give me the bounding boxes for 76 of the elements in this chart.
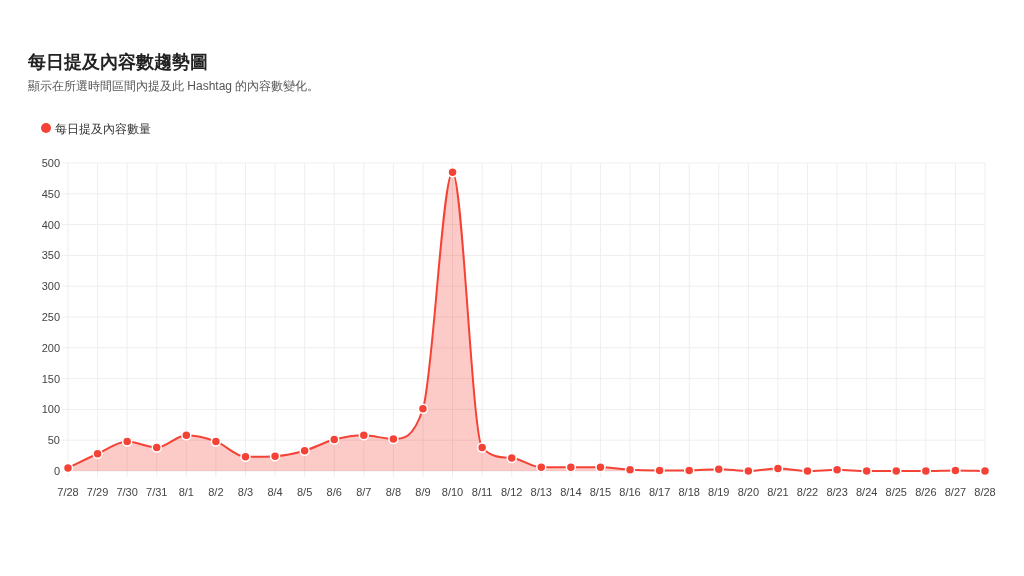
x-tick-label: 8/6 — [326, 486, 342, 498]
point — [891, 465, 902, 477]
point — [861, 465, 872, 477]
point — [447, 166, 458, 178]
point — [181, 430, 192, 441]
y-tick-label: 400 — [41, 218, 60, 231]
point — [210, 436, 222, 447]
point — [151, 442, 162, 453]
x-tick-label: 8/20 — [737, 486, 760, 498]
x-tick-label: 8/11 — [471, 486, 493, 498]
point — [950, 465, 961, 476]
x-tick-label: 8/9 — [415, 486, 431, 498]
point — [772, 463, 784, 474]
point — [624, 464, 636, 476]
point — [506, 452, 517, 464]
point — [388, 433, 399, 445]
point — [565, 462, 577, 473]
point — [417, 403, 429, 415]
x-tick-label: 8/10 — [441, 486, 464, 498]
point — [743, 465, 754, 477]
x-tick-label: 8/21 — [767, 486, 789, 498]
point — [713, 463, 725, 475]
y-tick-label: 100 — [41, 403, 60, 416]
x-tick-label: 8/4 — [267, 486, 283, 498]
y-tick-label: 150 — [41, 372, 60, 385]
y-tick-label: 300 — [41, 280, 60, 293]
x-tick-label: 7/31 — [146, 486, 168, 498]
x-tick-label: 7/29 — [86, 486, 109, 498]
x-tick-label: 8/1 — [178, 486, 194, 498]
x-tick-label: 7/28 — [57, 486, 79, 498]
x-tick-label: 8/22 — [796, 486, 819, 498]
x-tick-label: 8/8 — [385, 486, 402, 498]
x-tick-label: 8/5 — [297, 486, 313, 498]
chart-title: 每日提及內容數趨勢圖 — [27, 52, 208, 72]
x-tick-label: 8/2 — [208, 486, 224, 498]
x-tick-label: 8/15 — [589, 486, 612, 498]
y-tick-label: 450 — [41, 187, 60, 200]
point — [802, 465, 813, 477]
x-tick-label: 8/27 — [944, 486, 967, 498]
point — [269, 450, 281, 462]
point — [328, 434, 340, 445]
point — [121, 436, 133, 447]
y-tick-label: 0 — [53, 465, 60, 477]
x-tick-label: 8/7 — [356, 486, 372, 498]
x-tick-label: 8/24 — [855, 486, 878, 498]
x-tick-label: 8/25 — [885, 486, 907, 498]
point — [831, 464, 843, 476]
point — [299, 445, 310, 456]
point — [595, 462, 606, 473]
x-tick-label: 8/12 — [501, 486, 523, 498]
point — [92, 448, 103, 459]
point — [683, 465, 695, 476]
y-tick-label: 350 — [41, 249, 60, 262]
x-tick-label: 8/19 — [708, 486, 730, 498]
x-tick-label: 8/3 — [237, 486, 254, 498]
x-tick-label: 8/13 — [530, 486, 552, 498]
point — [654, 465, 665, 476]
x-tick-label: 8/16 — [619, 486, 641, 498]
point — [920, 465, 932, 477]
point — [476, 442, 488, 453]
x-tick-label: 8/23 — [826, 486, 848, 498]
point — [240, 451, 251, 463]
point — [358, 430, 370, 441]
legend-label: 每日提及內容數量 — [55, 122, 151, 136]
x-tick-label: 8/17 — [648, 486, 671, 498]
x-tick-label: 8/26 — [915, 486, 937, 498]
y-tick-label: 200 — [41, 341, 60, 354]
y-tick-label: 50 — [47, 434, 60, 447]
x-tick-label: 7/30 — [116, 486, 138, 498]
point — [536, 462, 547, 473]
x-tick-label: 8/18 — [678, 486, 700, 498]
chart-subtitle: 顯示在所選時間區間內提及此 Hashtag 的內容數變化。 — [28, 79, 320, 93]
y-tick-label: 250 — [41, 311, 60, 323]
x-tick-label: 8/28 — [974, 486, 996, 498]
x-tick-label: 8/14 — [560, 486, 582, 498]
y-tick-label: 500 — [41, 157, 60, 169]
